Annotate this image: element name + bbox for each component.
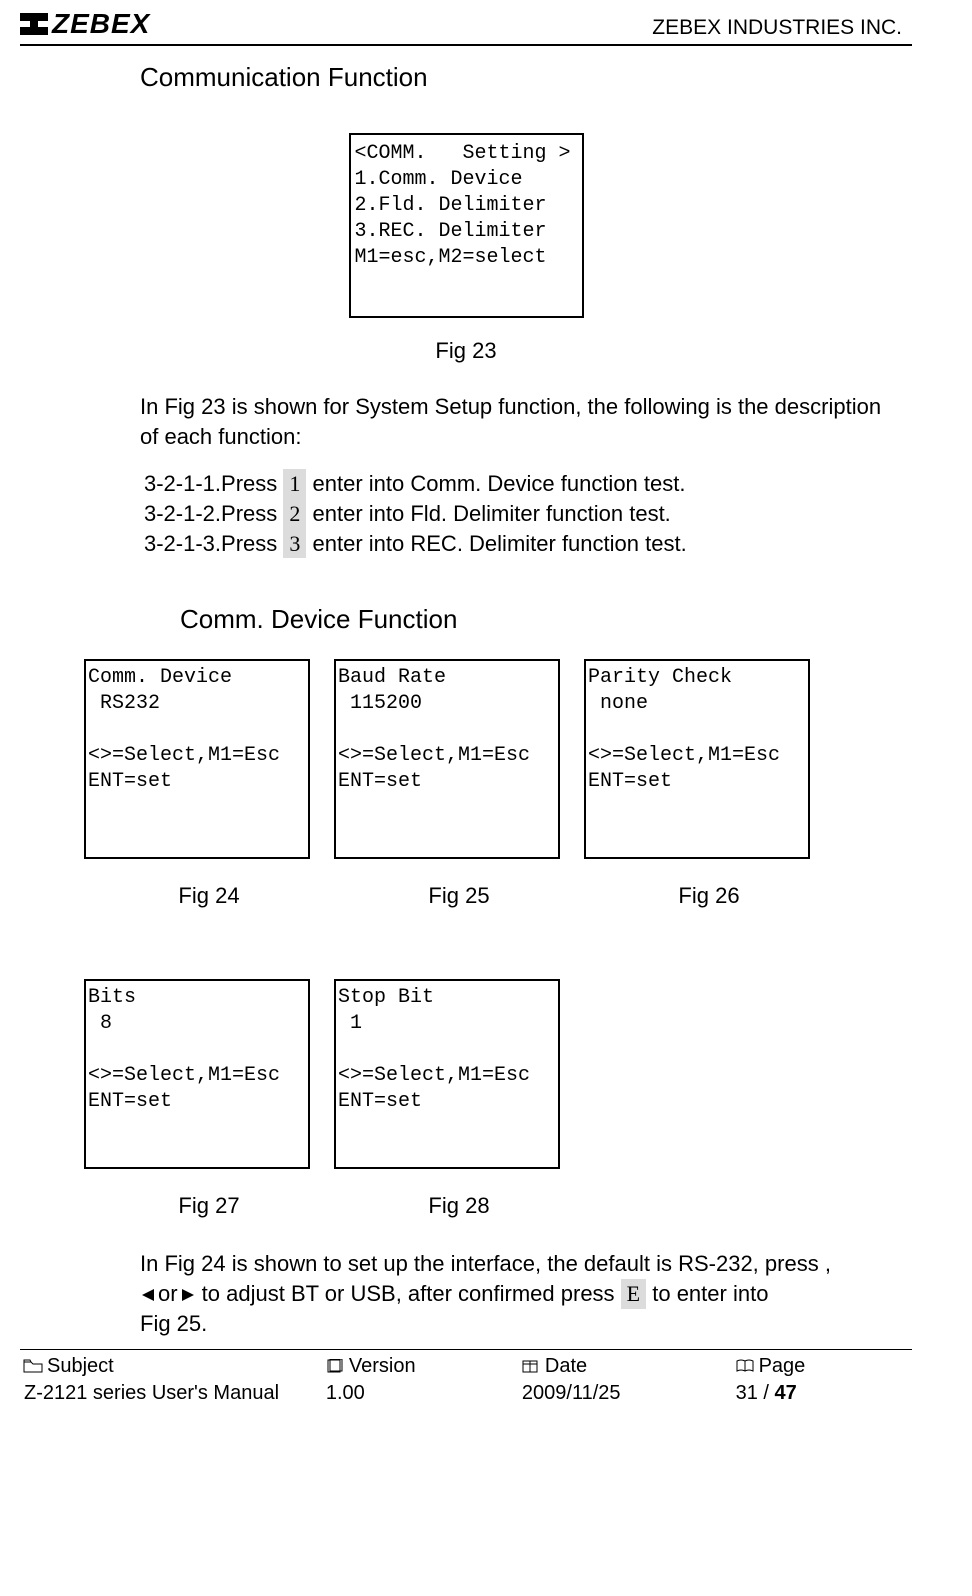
subsection-title: Comm. Device Function	[180, 604, 912, 635]
footer-subject-label: Subject	[23, 1355, 312, 1378]
lcd-line: 8	[88, 1012, 112, 1035]
lcd-fig24: Comm. Device RS232 <>=Select,M1=Esc ENT=…	[84, 659, 310, 859]
fig25-caption: Fig 25	[334, 883, 584, 909]
lcd-line: <COMM. Setting >	[355, 142, 571, 165]
lcd-line: Parity Check	[588, 666, 732, 689]
lcd-line: Comm. Device	[88, 666, 232, 689]
body-line: Fig 25.	[140, 1311, 207, 1336]
instruction-list: 3-2-1-1.Press 1 enter into Comm. Device …	[144, 469, 912, 558]
lcd-fig26: Parity Check none <>=Select,M1=Esc ENT=s…	[584, 659, 810, 859]
logo-text: ZEBEX	[52, 8, 150, 40]
instruction-row: 3-2-1-3.Press 3 enter into REC. Delimite…	[144, 529, 912, 559]
fig28-caption: Fig 28	[334, 1193, 584, 1219]
arrow-right-icon	[178, 1288, 196, 1302]
fig26-caption: Fig 26	[584, 883, 834, 909]
key-1: 1	[283, 469, 306, 499]
fig27-caption: Fig 27	[84, 1193, 334, 1219]
lcd-line: none	[588, 692, 648, 715]
header-rule	[20, 44, 912, 46]
lcd-line: <>=Select,M1=Esc	[88, 744, 280, 767]
instruction-row: 3-2-1-1.Press 1 enter into Comm. Device …	[144, 469, 912, 499]
footer-subject-value: Z-2121 series User's Manual	[22, 1381, 322, 1406]
footer-page-label: Page	[735, 1355, 900, 1378]
instr-suffix: enter into Comm. Device function test.	[313, 471, 686, 496]
footer-version-label: Version	[325, 1355, 508, 1378]
caption-row-1: Fig 24 Fig 25 Fig 26	[84, 883, 912, 909]
body-text-end: to enter into	[646, 1281, 768, 1306]
lcd-line: ENT=set	[338, 770, 422, 793]
fig23-caption: Fig 23	[20, 338, 912, 364]
footer-rule	[20, 1349, 912, 1350]
lcd-line: Bits	[88, 986, 136, 1009]
footer-table: Subject Version Date Page	[20, 1352, 912, 1408]
lcd-row-1: Comm. Device RS232 <>=Select,M1=Esc ENT=…	[84, 659, 912, 859]
footer-date-label: Date	[521, 1355, 722, 1378]
body-text-or: or	[158, 1281, 178, 1306]
key-3: 3	[283, 529, 306, 559]
footer-version-value: 1.00	[324, 1381, 518, 1406]
lcd-row-2: Bits 8 <>=Select,M1=Esc ENT=set Stop Bit…	[84, 979, 912, 1169]
instr-suffix: enter into REC. Delimiter function test.	[313, 531, 687, 556]
lcd-line: Stop Bit	[338, 986, 434, 1009]
body-text-post: to adjust BT or USB, after confirmed pre…	[196, 1281, 621, 1306]
fig24-caption: Fig 24	[84, 883, 334, 909]
logo: ZEBEX	[20, 8, 150, 40]
lcd-line: 1.Comm. Device	[355, 168, 523, 191]
arrow-left-icon	[140, 1288, 158, 1302]
lcd-fig23: <COMM. Setting > 1.Comm. Device 2.Fld. D…	[349, 133, 584, 318]
footer-page-value: 31 / 47	[734, 1381, 910, 1406]
instr-prefix: 3-2-1-3.Press	[144, 531, 277, 556]
instr-prefix: 3-2-1-2.Press	[144, 501, 277, 526]
lcd-line: 3.REC. Delimiter	[355, 220, 547, 243]
instruction-row: 3-2-1-2.Press 2 enter into Fld. Delimite…	[144, 499, 912, 529]
lcd-fig27: Bits 8 <>=Select,M1=Esc ENT=set	[84, 979, 310, 1169]
lcd-line: ENT=set	[88, 770, 172, 793]
caption-row-2: Fig 27 Fig 28	[84, 1193, 912, 1219]
lcd-line: <>=Select,M1=Esc	[338, 744, 530, 767]
lcd-line: RS232	[88, 692, 160, 715]
zebex-logo-icon	[20, 13, 48, 35]
lcd-line: <>=Select,M1=Esc	[88, 1064, 280, 1087]
lcd-fig28: Stop Bit 1 <>=Select,M1=Esc ENT=set	[334, 979, 560, 1169]
key-2: 2	[283, 499, 306, 529]
lcd-line: <>=Select,M1=Esc	[338, 1064, 530, 1087]
lcd-line: Baud Rate	[338, 666, 446, 689]
fig23-description: In Fig 23 is shown for System Setup func…	[140, 392, 902, 451]
instr-prefix: 3-2-1-1.Press	[144, 471, 277, 496]
calendar-icon	[521, 1359, 541, 1373]
book-icon	[735, 1359, 755, 1373]
lcd-line: <>=Select,M1=Esc	[588, 744, 780, 767]
lcd-line: ENT=set	[88, 1090, 172, 1113]
lcd-line: 2.Fld. Delimiter	[355, 194, 547, 217]
lcd-line: 115200	[338, 692, 422, 715]
body-line: In Fig 24 is shown to set up the interfa…	[140, 1251, 831, 1276]
lcd-line: ENT=set	[338, 1090, 422, 1113]
document-icon	[325, 1359, 345, 1373]
folder-icon	[23, 1359, 43, 1373]
lcd-fig25: Baud Rate 115200 <>=Select,M1=Esc ENT=se…	[334, 659, 560, 859]
company-name: ZEBEX INDUSTRIES INC.	[652, 16, 902, 40]
lcd-line: ENT=set	[588, 770, 672, 793]
lcd-line: M1=esc,M2=select	[355, 246, 547, 269]
section-title: Communication Function	[140, 62, 912, 93]
footer-date-value: 2009/11/25	[520, 1381, 732, 1406]
body-fig24-desc: In Fig 24 is shown to set up the interfa…	[140, 1249, 902, 1338]
instr-suffix: enter into Fld. Delimiter function test.	[313, 501, 671, 526]
key-e: E	[621, 1279, 646, 1309]
lcd-line: 1	[338, 1012, 362, 1035]
